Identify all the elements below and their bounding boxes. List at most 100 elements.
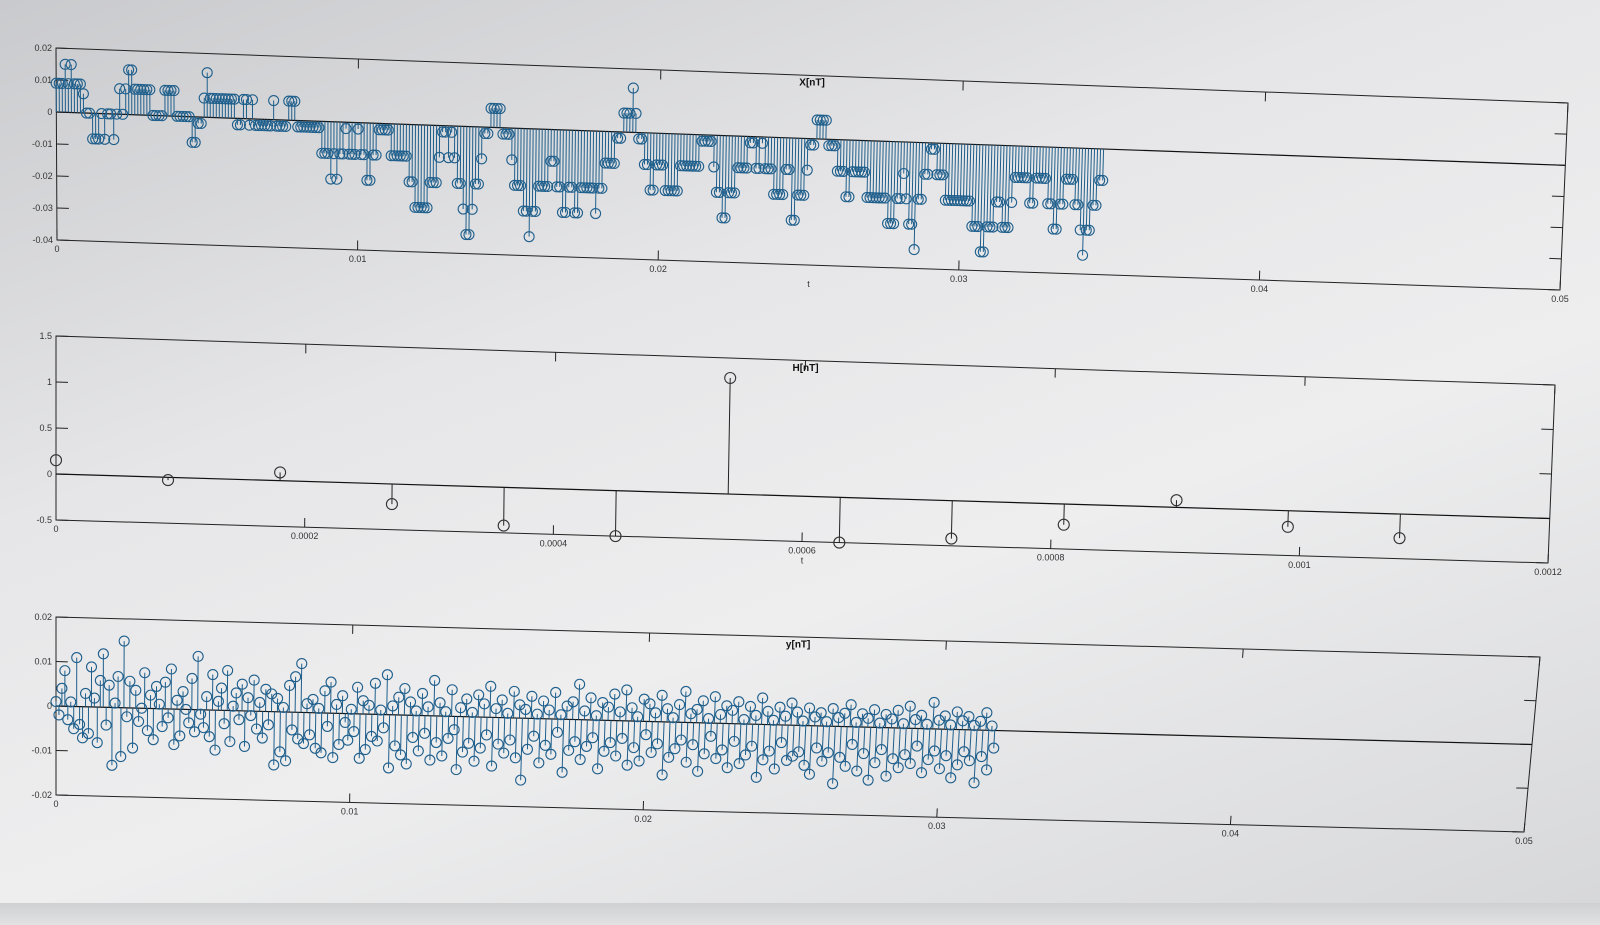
stem-marker: [430, 736, 442, 749]
zero-baseline: [55, 473, 1550, 520]
stem-marker: [242, 692, 254, 704]
stem-marker: [379, 124, 391, 136]
stem-marker: [665, 185, 677, 197]
stem-marker: [845, 699, 857, 711]
stem-marker: [945, 772, 957, 784]
stem-marker: [875, 744, 887, 756]
stem-marker: [59, 665, 71, 677]
stem-marker: [602, 701, 615, 713]
stem-marker: [942, 194, 954, 206]
stem-line: [917, 142, 920, 200]
stem-marker: [265, 120, 277, 132]
stem-marker: [644, 184, 656, 196]
stem-marker: [474, 742, 486, 754]
stem-marker: [463, 737, 475, 749]
stem-marker: [331, 698, 343, 710]
stem-line: [300, 663, 303, 713]
stem-marker: [678, 160, 690, 172]
stem-marker: [933, 763, 945, 775]
stem-marker: [440, 126, 452, 138]
stem-marker: [1009, 171, 1021, 183]
stem-line: [904, 728, 907, 755]
stem-marker: [144, 689, 157, 701]
stem-marker: [591, 763, 604, 775]
stem-marker: [662, 703, 674, 715]
stem-marker: [703, 713, 715, 725]
stem-line: [1085, 148, 1089, 231]
stem-marker: [786, 697, 798, 709]
stem-marker: [852, 166, 865, 178]
stem-marker: [587, 732, 599, 744]
stem-marker: [899, 749, 911, 761]
stem-line: [738, 723, 742, 764]
stem-line: [731, 710, 734, 724]
stem-marker: [705, 135, 717, 148]
stem-marker: [111, 108, 123, 120]
stem-marker: [685, 708, 697, 720]
stem-marker: [322, 147, 334, 159]
stem-line: [580, 130, 582, 188]
stem-marker: [108, 134, 120, 146]
stem-marker: [579, 705, 591, 717]
stem-marker: [409, 201, 421, 213]
stem-marker: [928, 745, 941, 757]
stem-line: [899, 141, 902, 199]
stem-marker: [900, 193, 912, 205]
stem-line: [667, 133, 670, 191]
stem-marker: [227, 700, 239, 712]
stem-marker: [486, 760, 498, 772]
stem-line: [773, 724, 777, 769]
stem-line: [1052, 147, 1056, 230]
stem-line: [586, 130, 589, 188]
stem-marker: [627, 82, 639, 94]
stem-marker: [974, 246, 986, 258]
stem-marker: [292, 121, 304, 133]
stem-marker: [162, 712, 174, 724]
stem-marker: [879, 192, 891, 204]
stem-line: [652, 133, 655, 191]
stem-marker: [708, 161, 720, 173]
stem-line: [387, 714, 391, 768]
stem-marker: [50, 695, 62, 708]
stem-marker: [640, 729, 652, 741]
x-axis-label: t: [807, 279, 810, 289]
stem-line: [945, 729, 949, 756]
stem-marker: [286, 95, 298, 107]
stem-marker: [650, 159, 663, 171]
stem-line: [509, 717, 512, 741]
stem-marker: [945, 532, 958, 545]
stem-marker: [1057, 518, 1070, 531]
stem-marker: [626, 702, 638, 714]
stem-marker: [656, 769, 668, 781]
stem-marker: [1087, 199, 1099, 211]
stem-line: [944, 715, 946, 730]
stem-marker: [343, 148, 355, 160]
stem-line: [955, 711, 958, 730]
stem-marker: [870, 192, 882, 204]
stem-marker: [725, 187, 738, 199]
stem-marker: [482, 128, 494, 140]
stem-marker: [363, 699, 375, 711]
stem-marker: [963, 195, 976, 207]
stem-marker: [593, 182, 605, 194]
stem-marker: [301, 121, 313, 133]
stem-marker: [869, 704, 881, 716]
stem-marker: [274, 466, 287, 479]
stem-line: [793, 138, 797, 221]
stem-marker: [981, 764, 993, 776]
stem-marker: [71, 652, 83, 664]
y-tick-label: 0.02: [34, 43, 52, 53]
stem-marker: [820, 114, 832, 126]
stem-line: [749, 706, 751, 725]
stem-line: [674, 722, 677, 749]
stem-marker: [364, 174, 376, 186]
stem-line: [890, 141, 893, 224]
stem-marker: [424, 754, 436, 766]
stem-marker: [934, 169, 946, 181]
stem-marker: [315, 747, 327, 759]
stem-line: [848, 140, 851, 197]
stem-line: [621, 720, 624, 739]
stem-marker: [911, 740, 923, 752]
stem-marker: [479, 127, 491, 140]
stem-marker: [602, 157, 614, 169]
